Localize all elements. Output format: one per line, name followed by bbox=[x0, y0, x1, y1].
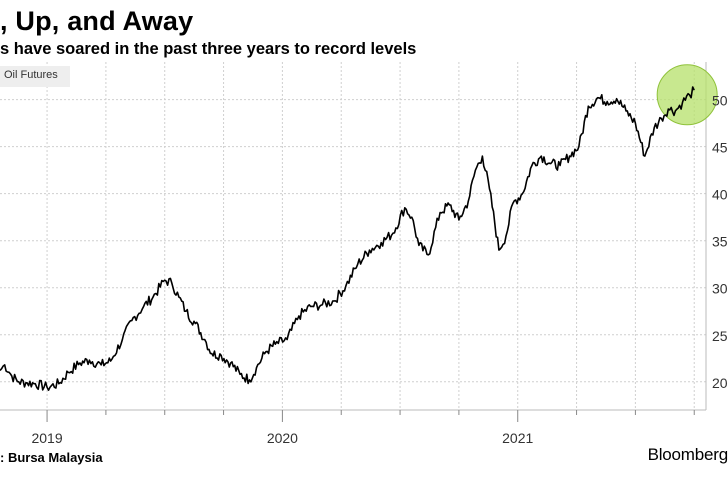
legend-label: Oil Futures bbox=[4, 69, 58, 81]
source-note: : Bursa Malaysia bbox=[0, 450, 103, 465]
chart-title: , Up, and Away bbox=[0, 6, 194, 36]
x-tick-label-2021: 2021 bbox=[502, 430, 533, 446]
chart-subtitle: s have soared in the past three years to… bbox=[0, 40, 417, 58]
x-tick-labels: 2019 2020 2021 bbox=[31, 430, 533, 446]
axis bbox=[0, 62, 707, 422]
x-tick-label-2020: 2020 bbox=[267, 430, 298, 446]
y-tick-label-25: 25 bbox=[712, 328, 728, 344]
x-tick-label-2019: 2019 bbox=[31, 430, 62, 446]
gridlines bbox=[0, 62, 706, 410]
y-tick-label-50: 50 bbox=[712, 93, 728, 109]
y-tick-label-35: 35 bbox=[712, 234, 728, 250]
y-tick-label-45: 45 bbox=[712, 140, 728, 156]
y-tick-labels: 20 25 30 35 40 45 50 bbox=[712, 93, 728, 391]
brand-logo-text: Bloomberg bbox=[647, 445, 728, 464]
series-line-oil-futures bbox=[0, 86, 695, 391]
y-tick-label-40: 40 bbox=[712, 187, 728, 203]
y-tick-label-30: 30 bbox=[712, 281, 728, 297]
legend-box bbox=[0, 66, 70, 87]
y-tick-label-20: 20 bbox=[712, 375, 728, 391]
